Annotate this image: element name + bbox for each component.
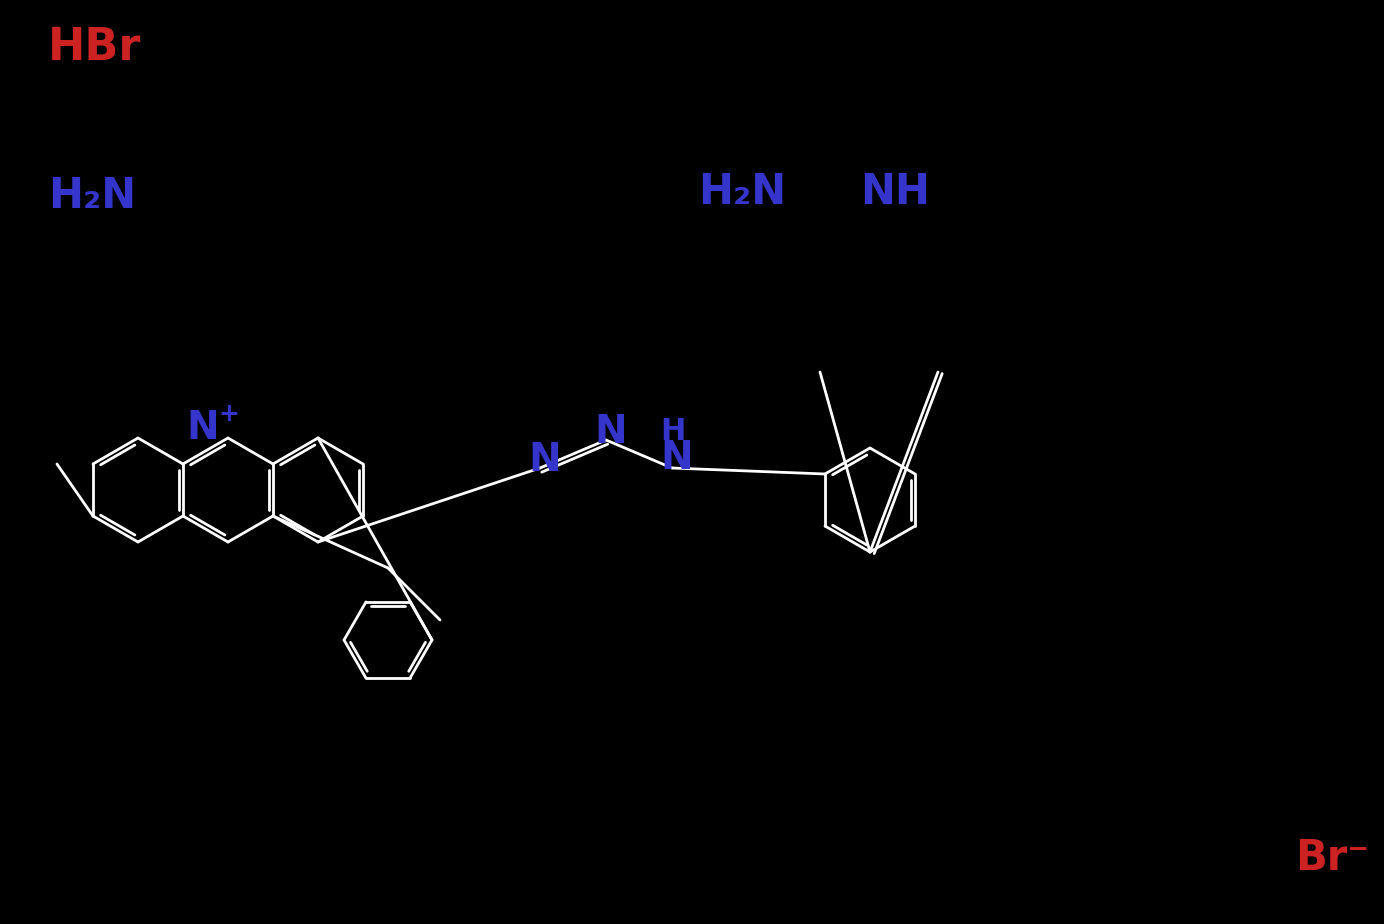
Text: N: N bbox=[185, 409, 219, 447]
Text: HBr: HBr bbox=[48, 27, 141, 69]
Text: NH: NH bbox=[859, 171, 930, 213]
Text: +: + bbox=[219, 402, 239, 426]
Text: N: N bbox=[594, 413, 627, 451]
Text: N: N bbox=[529, 441, 561, 479]
Text: H₂N: H₂N bbox=[48, 175, 136, 217]
Text: N: N bbox=[660, 439, 692, 477]
Text: H: H bbox=[660, 418, 685, 446]
Text: H₂N: H₂N bbox=[698, 171, 786, 213]
Text: Br⁻: Br⁻ bbox=[1295, 837, 1369, 879]
